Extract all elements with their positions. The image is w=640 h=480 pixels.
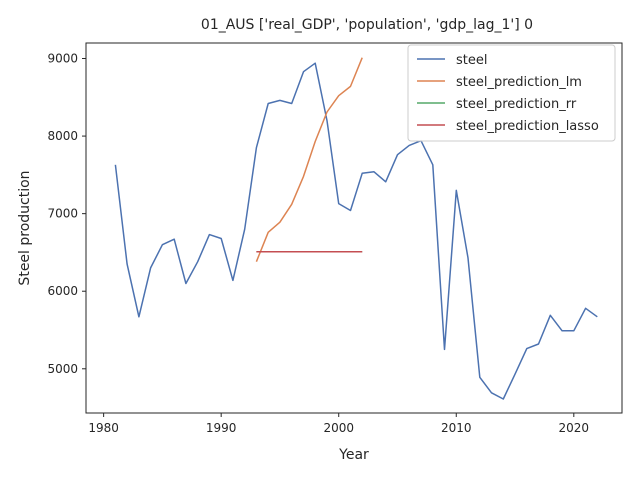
y-tick-label: 9000 <box>47 52 78 66</box>
legend-label: steel <box>456 53 487 68</box>
legend-label: steel_prediction_lm <box>456 75 582 90</box>
x-tick-label: 2010 <box>441 421 472 435</box>
legend-label: steel_prediction_lasso <box>456 119 599 134</box>
series-line-steel-prediction-lm <box>255 57 363 262</box>
legend-box <box>407 44 616 142</box>
x-axis: 1980 1990 2000 2010 2020 <box>88 413 589 435</box>
legend: steel steel_prediction_lm steel_prediction… <box>407 44 616 142</box>
series-line-steel <box>114 62 598 400</box>
chart-title: 01_AUS ['real_GDP', 'population', 'gdp_l… <box>201 17 533 33</box>
y-axis: 5000 6000 7000 8000 9000 <box>47 52 86 376</box>
x-tick-label: 2020 <box>559 421 590 435</box>
y-tick-label: 7000 <box>47 207 78 221</box>
y-tick-label: 8000 <box>47 129 78 143</box>
y-tick-label: 6000 <box>47 284 78 298</box>
x-tick-label: 2000 <box>323 421 354 435</box>
x-tick-label: 1990 <box>206 421 237 435</box>
y-tick-label: 5000 <box>47 362 78 376</box>
legend-label: steel_prediction_rr <box>456 97 577 112</box>
x-tick-label: 1980 <box>88 421 119 435</box>
plot-lines <box>114 57 598 400</box>
plot-frame <box>85 42 623 414</box>
x-axis-label: Year <box>338 447 369 463</box>
y-axis-label: Steel production <box>17 170 33 285</box>
